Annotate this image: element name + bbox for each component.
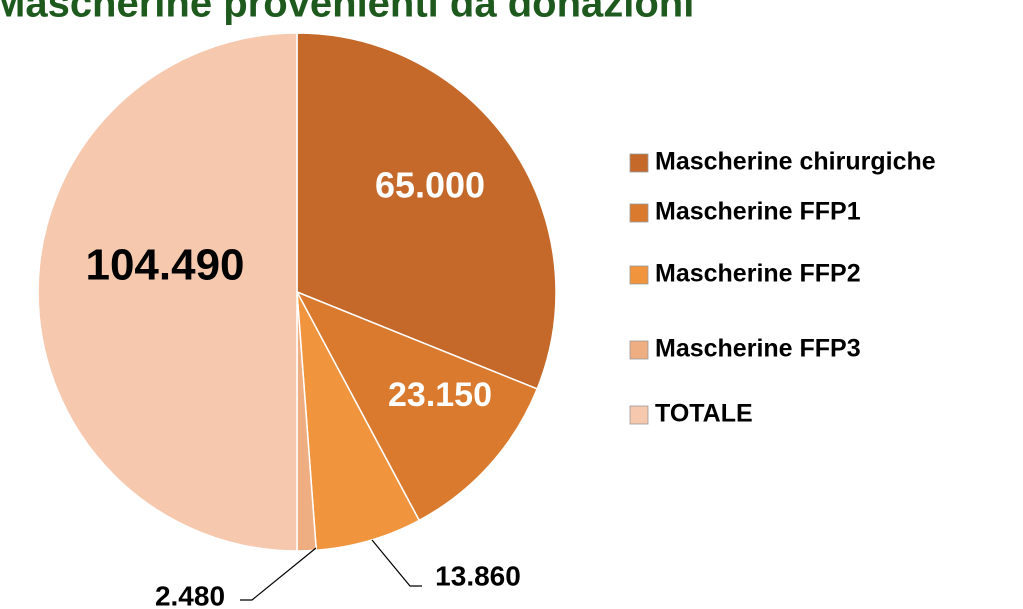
- data-label: 23.150: [388, 376, 492, 414]
- legend-label: Mascherine chirurgiche: [655, 148, 936, 176]
- legend-label: Mascherine FFP2: [655, 260, 861, 288]
- legend-swatch: [629, 153, 649, 173]
- data-label: 13.860: [435, 560, 521, 591]
- pie-slice: [295, 290, 539, 522]
- legend-label: Mascherine FFP1: [655, 198, 861, 226]
- leader-line: [240, 547, 317, 601]
- chart-title: Mascherine provenienti da donazioni: [0, 0, 694, 26]
- legend-swatch: [629, 340, 649, 360]
- data-label: 65.000: [375, 165, 485, 206]
- data-label: 104.490: [85, 241, 244, 290]
- legend-swatch: [629, 265, 649, 285]
- pie-slice: [296, 291, 421, 552]
- legend-label: TOTALE: [655, 400, 753, 428]
- pie-slice: [296, 32, 557, 390]
- legend-swatch: [629, 405, 649, 425]
- pie-slice: [37, 32, 298, 552]
- data-label: 2.480: [155, 580, 225, 609]
- leader-line: [371, 539, 422, 587]
- legend-swatch: [629, 203, 649, 223]
- legend-label: Mascherine FFP3: [655, 335, 861, 363]
